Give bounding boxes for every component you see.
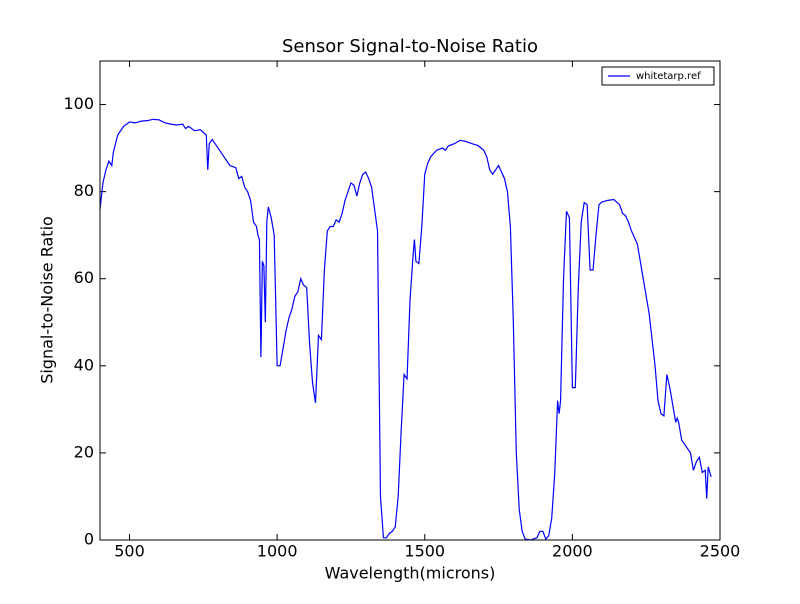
legend-label: whitetarp.ref [636, 71, 701, 82]
y-tick-label: 20 [74, 442, 94, 461]
x-tick-label: 500 [114, 542, 145, 561]
y-tick-label: 40 [74, 355, 94, 374]
legend-box [601, 66, 715, 86]
x-axis-label: Wavelength(microns) [325, 564, 496, 583]
y-axis-label: Signal-to-Noise Ratio [38, 216, 57, 384]
x-tick-label: 2500 [700, 542, 741, 561]
y-tick-label: 80 [74, 181, 94, 200]
y-tick-label: 60 [74, 268, 94, 287]
line [99, 118, 712, 541]
x-tick-label: 2000 [552, 542, 593, 561]
axes-frame [99, 60, 721, 541]
y-tick-label: 100 [63, 94, 94, 113]
x-tick-label: 1000 [257, 542, 298, 561]
x-tick-label: 1500 [404, 542, 445, 561]
y-tick-label: 0 [84, 530, 94, 549]
chart-title: Sensor Signal-to-Noise Ratio [282, 36, 538, 57]
